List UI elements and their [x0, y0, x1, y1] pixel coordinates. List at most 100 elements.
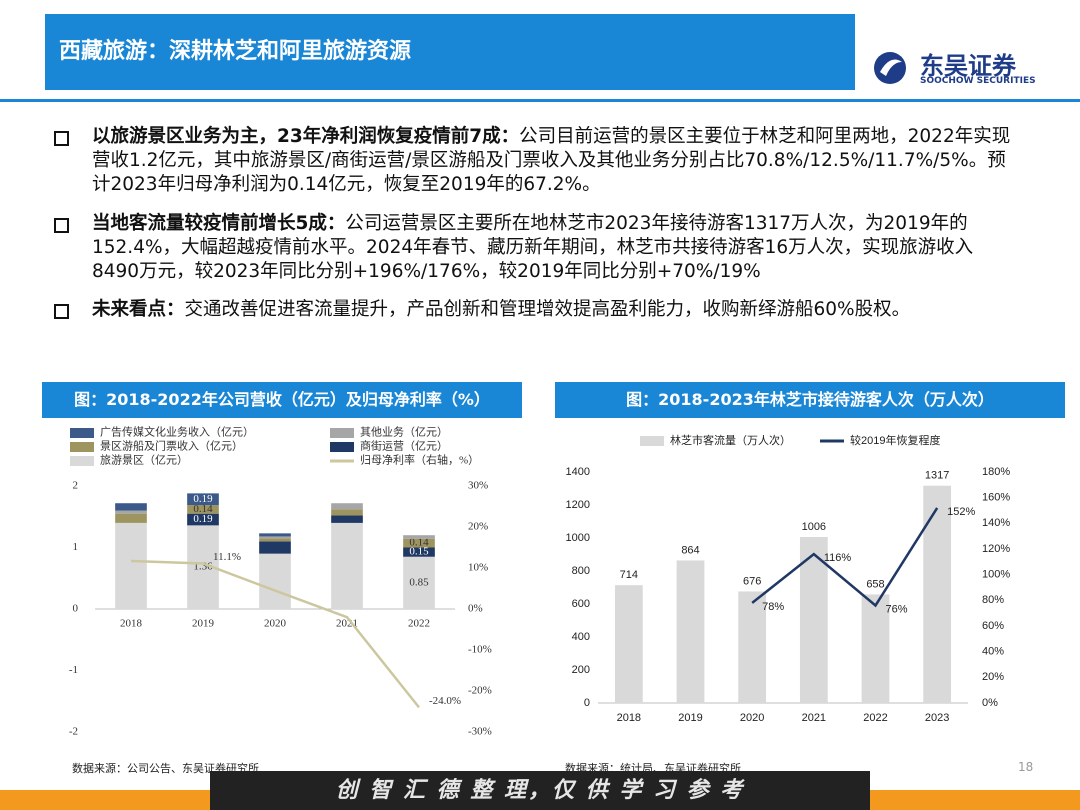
line-series [130, 559, 420, 709]
data-label: 152% [947, 506, 975, 518]
watermark: 创 智 汇 德 整 理，仅 供 学 习 参 考 [210, 771, 870, 810]
data-label: 658 [866, 578, 884, 590]
bar [614, 585, 643, 703]
data-label: 116% [824, 552, 852, 564]
data-label: 714 [620, 569, 638, 581]
bullet-lead: 以旅游景区业务为主，23年净利润恢复疫情前7成： [92, 126, 520, 147]
bullet-text: 交通改善促进客流量提升，产品创新和管理增效提高盈利能力，收购新绎游船60%股权。 [184, 299, 911, 320]
bullet: 以旅游景区业务为主，23年净利润恢复疫情前7成：公司目前运营的景区主要位于林芝和… [54, 125, 1020, 197]
bar [115, 513, 147, 523]
bar [331, 509, 363, 516]
y2-tick-label: 100% [982, 569, 1010, 581]
x-tick-label: 2019 [678, 712, 702, 724]
bar [115, 522, 147, 609]
y-tick-label: 1 [73, 541, 79, 553]
bar [187, 493, 219, 506]
data-label: 864 [681, 544, 699, 556]
data-label: 76% [886, 603, 908, 615]
logo-mark [874, 52, 906, 84]
legend-label: 广告传媒文化业务收入（亿元） [100, 425, 254, 439]
chart-title: 图：2018-2022年公司营收（亿元）及归母净利率（%） [42, 382, 522, 418]
bar [259, 538, 291, 542]
y2-tick-label: -10% [468, 644, 492, 656]
bar [738, 591, 767, 703]
bar [259, 553, 291, 609]
y-tick-label: 1200 [566, 499, 590, 511]
logo-text: 东吴证券 [920, 52, 1016, 80]
bar [331, 503, 363, 510]
bullet-lead: 未来看点： [92, 299, 185, 320]
bar [259, 533, 291, 537]
bar [923, 485, 952, 703]
x-tick-label: 2020 [740, 712, 764, 724]
y2-tick-label: -20% [468, 685, 492, 697]
bar [403, 535, 435, 539]
legend-marker [70, 456, 94, 466]
bar [331, 515, 363, 523]
header-title: 西藏旅游：深耕林芝和阿里旅游资源 [45, 14, 855, 90]
y2-tick-label: 180% [982, 466, 1010, 478]
x-tick-label: 2022 [408, 618, 430, 630]
data-label: 0.14 [409, 537, 429, 549]
data-label: 0.85 [409, 576, 429, 588]
y2-tick-label: 20% [982, 671, 1004, 683]
legend-label: 景区游船及门票收入（亿元） [100, 439, 243, 453]
data-label: 676 [743, 575, 761, 587]
y-tick-label: 2 [73, 480, 79, 492]
legend-label: 较2019年恢复程度 [850, 433, 940, 447]
data-label: 0.19 [193, 513, 213, 525]
legend-label: 商街运营（亿元） [360, 439, 448, 453]
data-label: 11.1% [213, 551, 241, 563]
chart-title: 图：2018-2023年林芝市接待游客人次（万人次） [555, 382, 1065, 418]
bar [259, 541, 291, 554]
y-tick-label: 1400 [566, 466, 590, 478]
bar [403, 538, 435, 548]
data-label: 1006 [802, 521, 826, 533]
line-series [751, 507, 939, 608]
y-tick-label: 0 [73, 603, 79, 615]
bar [115, 510, 147, 514]
data-label: 0.19 [193, 493, 213, 505]
y2-tick-label: 40% [982, 646, 1004, 658]
data-label: 1317 [925, 470, 949, 482]
header-rule [0, 99, 1080, 102]
bar [403, 556, 435, 609]
legend-label: 林芝市客流量（万人次） [670, 433, 791, 447]
y-tick-label: 400 [572, 631, 590, 643]
y-tick-label: 200 [572, 664, 590, 676]
x-tick-label: 2018 [617, 712, 641, 724]
bar [861, 594, 890, 703]
data-label: 0.14 [193, 503, 213, 515]
y2-tick-label: 0% [468, 603, 483, 615]
y2-tick-label: -30% [468, 726, 492, 738]
y-tick-label: 1000 [566, 532, 590, 544]
x-tick-label: 2023 [925, 712, 949, 724]
legend-label: 归母净利率（右轴，%） [360, 453, 479, 467]
y-tick-label: 800 [572, 565, 590, 577]
page-number: 18 [1018, 760, 1034, 774]
bullet: 当地客流量较疫情前增长5成：公司运营景区主要所在地林芝市2023年接待游客131… [54, 212, 1020, 284]
y2-tick-label: 20% [468, 521, 488, 533]
legend-label: 其他业务（亿元） [360, 426, 448, 439]
legend-marker [70, 428, 94, 438]
legend-marker [70, 442, 94, 452]
x-tick-label: 2018 [120, 618, 143, 630]
bullet-text: 公司运营景区主要所在地林芝市2023年接待游客1317万人次，为2019年的15… [92, 213, 974, 282]
bar [187, 505, 219, 514]
data-label: 78% [762, 601, 784, 613]
bar [403, 547, 435, 557]
bar [259, 536, 291, 539]
bar [331, 522, 363, 609]
x-tick-label: 2019 [192, 618, 215, 630]
x-tick-label: 2021 [802, 712, 826, 724]
y-tick-label: -1 [69, 664, 78, 676]
y-tick-label: 0 [584, 697, 590, 709]
y2-tick-label: 120% [982, 543, 1010, 555]
y2-tick-label: 30% [468, 480, 488, 492]
y2-tick-label: 80% [982, 594, 1004, 606]
y2-tick-label: 0% [982, 697, 998, 709]
y2-tick-label: 10% [468, 562, 488, 574]
x-tick-label: 2020 [264, 618, 287, 630]
